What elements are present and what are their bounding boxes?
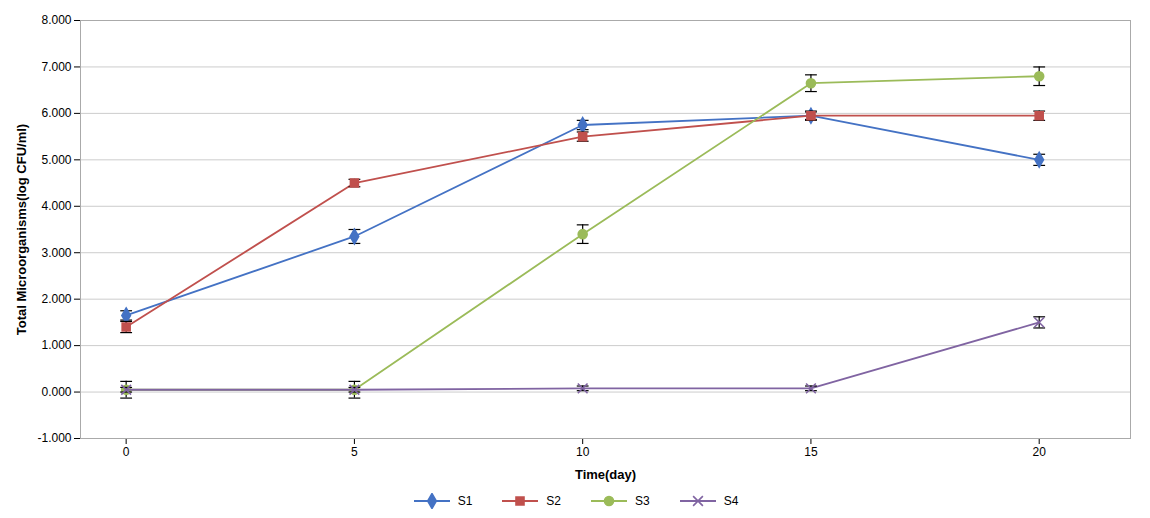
html-text:S1: S1 xyxy=(457,494,473,508)
svg-text:-1.000: -1.000 xyxy=(37,431,71,445)
svg-text:0: 0 xyxy=(123,445,130,459)
svg-text:0.000: 0.000 xyxy=(41,385,71,399)
svg-text:2.000: 2.000 xyxy=(41,292,71,306)
svg-text:15: 15 xyxy=(804,445,818,459)
svg-text:8.000: 8.000 xyxy=(41,13,71,27)
svg-text:10: 10 xyxy=(576,445,590,459)
svg-text:5: 5 xyxy=(351,445,358,459)
svg-text:6.000: 6.000 xyxy=(41,106,71,120)
svg-text:5.000: 5.000 xyxy=(41,153,71,167)
svg-text:20: 20 xyxy=(1033,445,1047,459)
html-text:S4: S4 xyxy=(723,494,739,508)
html-text:S3: S3 xyxy=(635,494,650,508)
svg-text:Total Microorganisms(log CFU/m: Total Microorganisms(log CFU/ml) xyxy=(14,124,29,335)
svg-text:3.000: 3.000 xyxy=(41,246,71,260)
svg-text:4.000: 4.000 xyxy=(41,199,71,213)
html-text:S2: S2 xyxy=(546,494,561,508)
svg-text:Time(day): Time(day) xyxy=(575,467,636,482)
svg-text:7.000: 7.000 xyxy=(41,60,71,74)
svg-text:1.000: 1.000 xyxy=(41,338,71,352)
